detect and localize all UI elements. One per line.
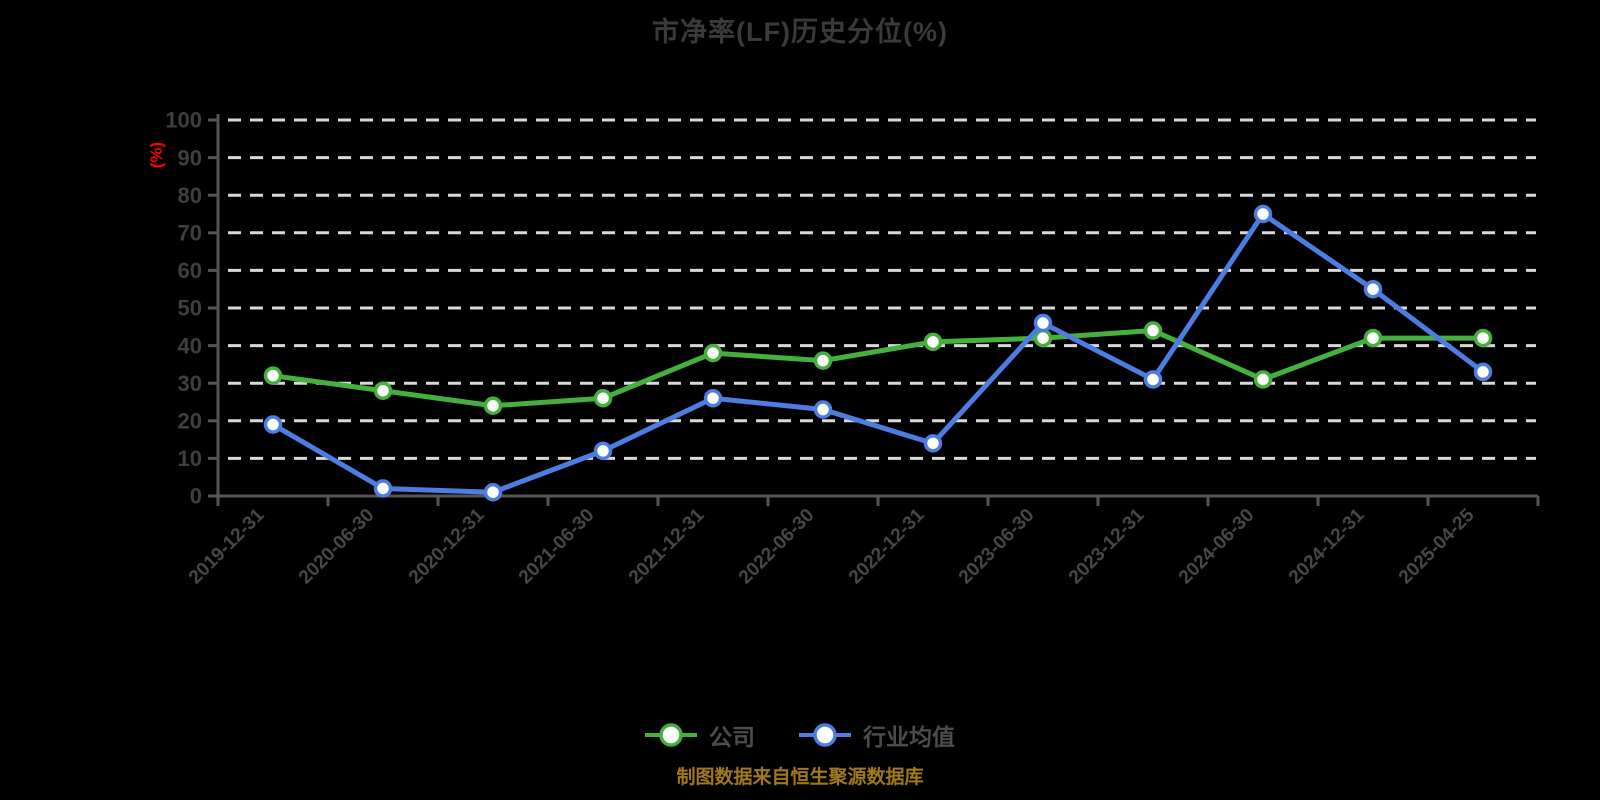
x-tick-label: 2025-04-25 — [1395, 504, 1479, 588]
data-point-marker-industry-average — [1473, 362, 1493, 382]
y-tick-label: 40 — [178, 333, 202, 358]
y-tick-label: 0 — [190, 484, 202, 509]
data-point-marker-company — [1253, 370, 1273, 389]
x-tick-label: 2023-06-30 — [955, 505, 1039, 589]
data-point-marker-industry-average — [483, 482, 503, 502]
series-line-industry-average — [270, 211, 1486, 495]
legend-item-label: 公司 — [709, 724, 755, 750]
data-point-marker-industry-average — [263, 415, 283, 434]
data-point-marker-industry-average — [1363, 279, 1383, 299]
data-point-marker-industry-average — [813, 400, 833, 419]
legend: 公司 行业均值 — [0, 710, 1600, 760]
data-point-marker-company — [1143, 321, 1163, 340]
data-source-note: 制图数据来自恒生聚源数据库 — [676, 767, 924, 788]
series-line-company — [270, 328, 1486, 409]
x-tick-label: 2019-12-31 — [185, 504, 269, 588]
data-point-marker-industry-average — [593, 441, 613, 461]
data-point-marker-company — [703, 343, 723, 363]
y-tick-label: 20 — [178, 409, 202, 434]
data-point-marker-company — [593, 388, 613, 408]
data-point-marker-company — [1363, 328, 1383, 348]
y-tick-label: 30 — [178, 371, 202, 396]
x-tick-label: 2024-12-31 — [1285, 504, 1369, 588]
y-tick-label: 80 — [178, 183, 202, 208]
data-point-marker-industry-average — [1143, 370, 1163, 389]
y-tick-label: 50 — [178, 296, 202, 321]
chart-title: 市净率(LF)历史分位(%) — [652, 17, 948, 47]
x-tick-label: 2022-06-30 — [735, 505, 819, 589]
data-point-marker-company — [483, 396, 503, 416]
data-point-marker-company — [923, 332, 943, 352]
line-marker-icon — [645, 723, 697, 747]
data-point-marker-industry-average — [923, 434, 943, 453]
y-tick-label: 60 — [178, 258, 202, 283]
y-tick-label: 90 — [178, 145, 202, 170]
data-point-marker-industry-average — [1253, 204, 1273, 224]
data-point-marker-company — [263, 366, 283, 385]
x-tick-label: 2022-12-31 — [845, 504, 929, 588]
x-tick-label: 2023-12-31 — [1065, 504, 1149, 588]
legend-item-industry-average[interactable]: 行业均值 — [799, 718, 955, 752]
y-tick-label: 70 — [178, 221, 202, 246]
line-marker-icon — [799, 723, 851, 747]
data-point-marker-company — [373, 381, 393, 400]
x-tick-label: 2020-06-30 — [295, 505, 379, 589]
data-point-marker-industry-average — [373, 479, 393, 498]
legend-item-company[interactable]: 公司 — [645, 718, 755, 752]
y-tick-label: 10 — [178, 446, 202, 471]
x-tick-label: 2021-06-30 — [515, 505, 599, 589]
data-point-marker-company — [1033, 328, 1053, 348]
y-tick-label: 100 — [165, 108, 202, 133]
legend-item-label: 行业均值 — [863, 724, 955, 750]
data-point-marker-company — [813, 351, 833, 370]
data-point-marker-industry-average — [1033, 313, 1053, 333]
x-tick-label: 2020-12-31 — [405, 504, 489, 588]
x-tick-label: 2021-12-31 — [625, 504, 709, 588]
data-point-marker-company — [1473, 328, 1493, 348]
data-point-marker-industry-average — [703, 388, 723, 408]
x-tick-label: 2024-06-30 — [1175, 505, 1259, 589]
